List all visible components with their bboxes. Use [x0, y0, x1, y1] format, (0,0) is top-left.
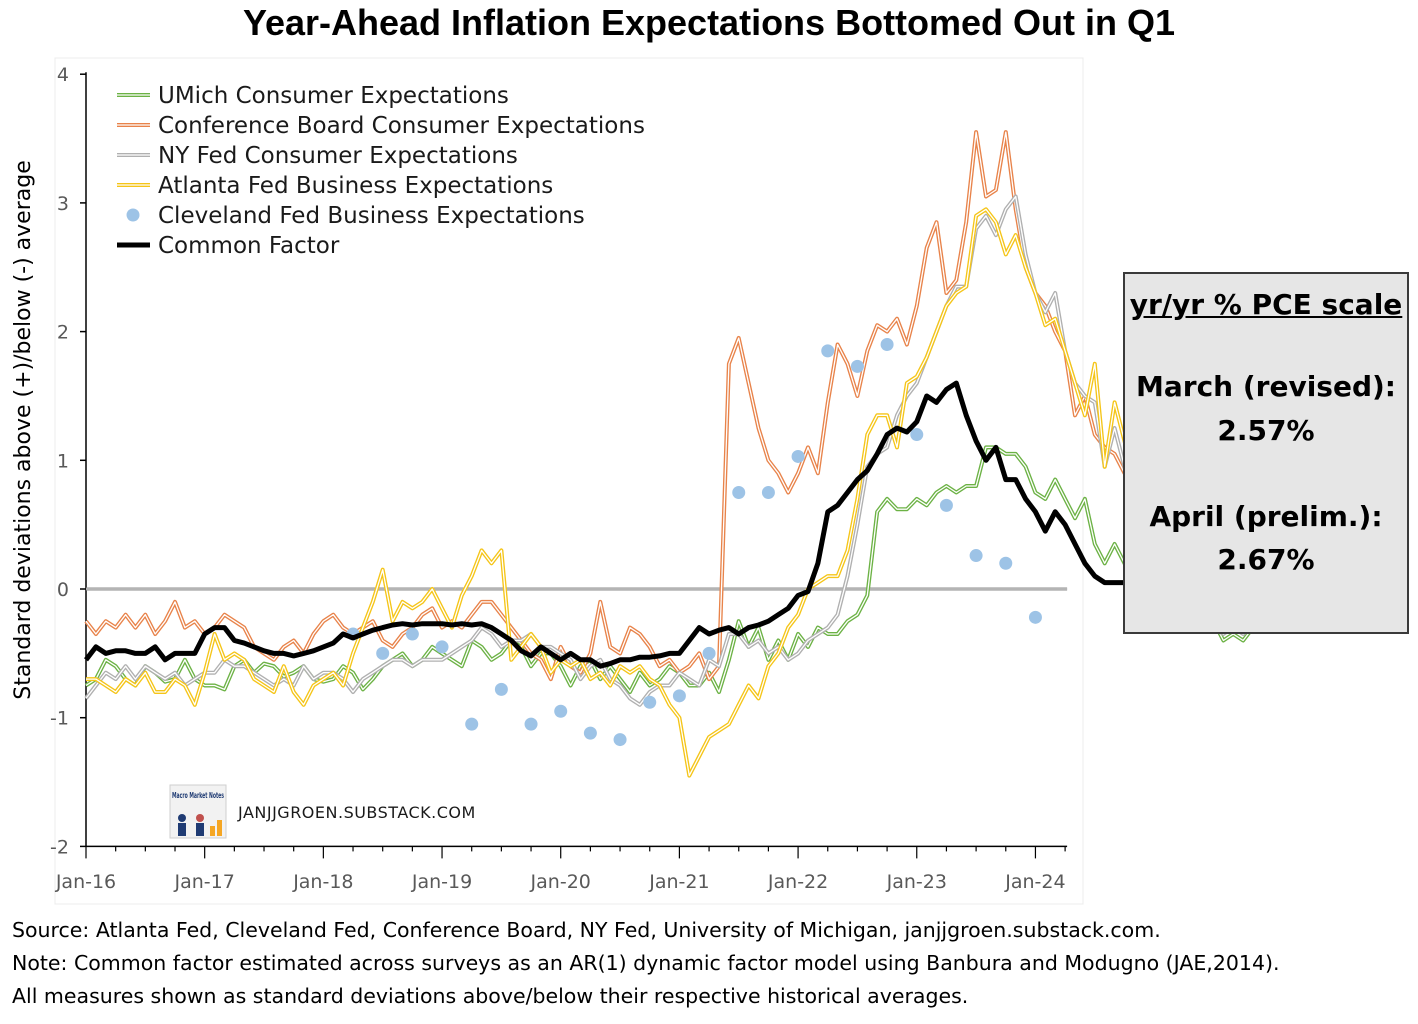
cleveland-fed-business-expectations-point: [435, 640, 449, 654]
watermark-figure-icon: [178, 823, 186, 836]
watermark-figure-icon: [178, 814, 186, 822]
cleveland-fed-business-expectations-point: [702, 646, 716, 660]
cleveland-fed-business-expectations-point: [554, 704, 568, 718]
cleveland-fed-business-expectations-point: [494, 682, 508, 696]
watermark: Macro Market Notes JANJJGROEN.SUBSTACK.C…: [169, 784, 476, 839]
x-tick-label: Jan-19: [411, 871, 472, 893]
cleveland-fed-business-expectations-point: [405, 627, 419, 641]
watermark-logo-text: Macro Market Notes: [172, 791, 224, 800]
y-tick-label: -1: [50, 708, 69, 730]
atlanta-fed-business-expectations-line-inner: [86, 208, 1254, 777]
y-tick-label: 0: [57, 579, 69, 601]
legend: UMich Consumer Expectations Conference Bo…: [117, 83, 645, 259]
pce-box-header: yr/yr % PCE scale: [1129, 288, 1403, 321]
legend-swatch: [126, 208, 140, 222]
footer-source: Source: Atlanta Fed, Cleveland Fed, Conf…: [12, 918, 1161, 942]
common-factor-series: [84, 380, 1195, 669]
x-tick-label: Jan-22: [767, 871, 828, 893]
legend-entry-umich-consumer-expectations: UMich Consumer Expectations: [117, 83, 509, 109]
y-tick-label: 1: [57, 450, 69, 472]
legend-label: Conference Board Consumer Expectations: [158, 113, 645, 139]
y-tick-label: -2: [50, 836, 69, 858]
cleveland-fed-business-expectations-point: [880, 337, 894, 351]
pce-april-value: 2.67%: [1217, 543, 1315, 576]
cleveland-fed-business-expectations-point: [999, 556, 1013, 570]
pce-march-label: March (revised):: [1136, 370, 1396, 403]
watermark-site: JANJJGROEN.SUBSTACK.COM: [237, 803, 476, 822]
cleveland-fed-business-expectations-point: [376, 646, 390, 660]
x-tick-label: Jan-18: [292, 871, 353, 893]
cleveland-fed-business-expectations-point: [524, 717, 538, 731]
x-tick-label: Jan-16: [55, 871, 116, 893]
x-tick-label: Jan-17: [174, 871, 235, 893]
common-factor-line: [84, 380, 1195, 669]
cleveland-fed-business-expectations-point: [1028, 610, 1042, 624]
legend-entry-common-factor: Common Factor: [117, 233, 340, 259]
x-tick-label: Jan-24: [1004, 871, 1065, 893]
footer-note: Note: Common factor estimated across sur…: [12, 951, 1280, 975]
chart-title: Year-Ahead Inflation Expectations Bottom…: [242, 2, 1176, 43]
cleveland-fed-business-expectations-point: [850, 359, 864, 373]
ny-fed-consumer-expectations-line-inner: [85, 195, 1254, 706]
watermark-figure-icon: [196, 814, 204, 822]
cleveland-fed-business-expectations-point: [821, 344, 835, 358]
y-tick-label: 2: [57, 322, 69, 344]
y-tick-label: 4: [57, 64, 69, 86]
y-axis-label: Standard deviations above (+)/below (-) …: [11, 160, 36, 699]
pce-march-value: 2.57%: [1217, 414, 1315, 447]
y-tick-label: 3: [57, 193, 69, 215]
cleveland-fed-business-expectations-point: [761, 485, 775, 499]
x-tick-label: Jan-23: [886, 871, 947, 893]
cleveland-fed-business-expectations-series: [346, 337, 1042, 747]
legend-label: NY Fed Consumer Expectations: [158, 143, 518, 169]
cleveland-fed-business-expectations-point: [910, 428, 924, 442]
legend-entry-atlanta-fed-business-expectations: Atlanta Fed Business Expectations: [117, 173, 553, 199]
legend-entry-conference-board-consumer-expectations: Conference Board Consumer Expectations: [117, 113, 645, 139]
cleveland-fed-business-expectations-point: [732, 485, 746, 499]
watermark-bar-icon: [210, 826, 215, 836]
watermark-bar-icon: [217, 820, 222, 836]
x-tick-label: Jan-20: [530, 871, 591, 893]
cleveland-fed-business-expectations-point: [465, 717, 479, 731]
cleveland-fed-business-expectations-point: [643, 695, 657, 709]
atlanta-fed-business-expectations-line: [86, 207, 1255, 778]
cleveland-fed-business-expectations-point: [613, 733, 627, 747]
series-layer: [84, 130, 1255, 778]
cleveland-fed-business-expectations-point: [583, 726, 597, 740]
pce-scale-box: yr/yr % PCE scale March (revised): 2.57%…: [1123, 272, 1409, 634]
plot-frame: [54, 57, 1084, 905]
footer: Source: Atlanta Fed, Cleveland Fed, Conf…: [12, 914, 1412, 1013]
x-tick-label: Jan-21: [648, 871, 709, 893]
cleveland-fed-business-expectations-point: [672, 689, 686, 703]
legend-label: Cleveland Fed Business Expectations: [158, 203, 585, 229]
legend-label: UMich Consumer Expectations: [158, 83, 509, 109]
pce-april-label: April (prelim.):: [1149, 500, 1383, 533]
watermark-figure-icon: [196, 823, 204, 836]
axes: -2 -1 0 1 2 3 4 Jan-16 Jan-17 Jan-18 Jan-19 Jan-20 J…: [50, 64, 1068, 893]
cleveland-fed-business-expectations-point: [969, 549, 983, 563]
footer-measures: All measures shown as standard deviation…: [12, 984, 969, 1008]
legend-entry-cleveland-fed-business-expectations: Cleveland Fed Business Expectations: [126, 203, 585, 229]
atlanta-fed-business-expectations-series: [86, 207, 1255, 778]
legend-label: Atlanta Fed Business Expectations: [158, 173, 553, 199]
cleveland-fed-business-expectations-point: [939, 498, 953, 512]
cleveland-fed-business-expectations-point: [791, 449, 805, 463]
legend-entry-ny-fed-consumer-expectations: NY Fed Consumer Expectations: [117, 143, 518, 169]
ny-fed-consumer-expectations-series: [84, 194, 1255, 707]
ny-fed-consumer-expectations-line: [84, 194, 1255, 707]
legend-label: Common Factor: [158, 233, 340, 259]
